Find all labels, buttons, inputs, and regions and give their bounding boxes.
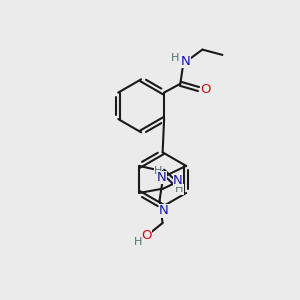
Text: O: O (141, 230, 152, 242)
Text: H: H (175, 184, 184, 194)
Text: H: H (171, 53, 179, 63)
Text: H: H (134, 237, 142, 247)
Text: N: N (181, 55, 190, 68)
Text: N: N (173, 173, 183, 187)
Text: N: N (157, 171, 166, 184)
Text: H: H (154, 166, 162, 176)
Text: N: N (159, 205, 169, 218)
Text: O: O (200, 82, 210, 95)
